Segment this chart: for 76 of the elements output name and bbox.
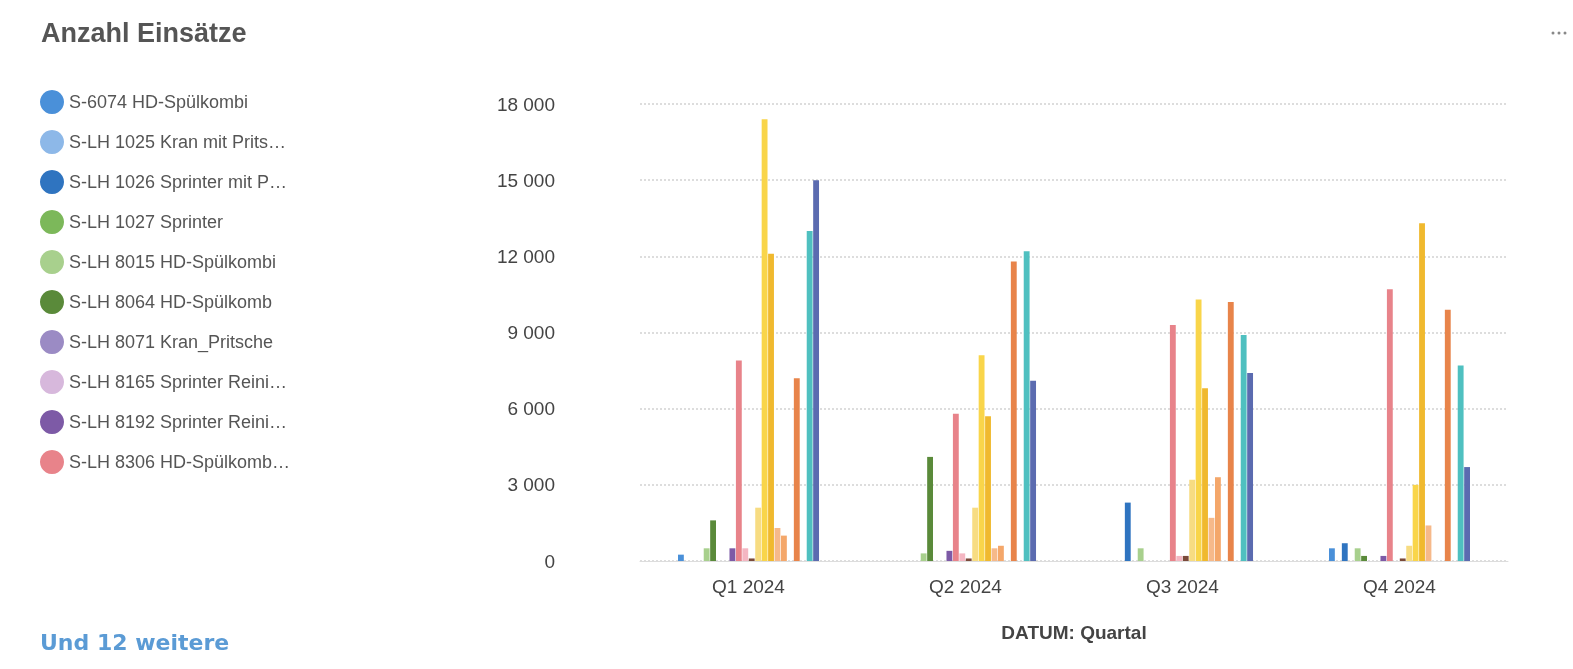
bar	[1227, 302, 1234, 561]
bar	[1195, 299, 1202, 561]
bar	[710, 520, 717, 561]
bar	[1240, 335, 1247, 561]
legend-label: S-LH 8071 Kran_Pritsche	[69, 332, 274, 353]
bar	[1176, 555, 1183, 561]
bar	[972, 507, 979, 561]
bar	[761, 119, 768, 561]
legend-label: S-6074 HD-Spülkombi	[69, 92, 249, 112]
bar	[1182, 555, 1189, 561]
bar	[677, 554, 684, 561]
y-tick-label: 6 000	[507, 398, 555, 420]
bar	[1361, 555, 1368, 561]
x-tick-label: Q1 2024	[712, 576, 786, 597]
bar	[1030, 380, 1037, 561]
bar	[1419, 223, 1425, 561]
text: Anzahl Einsätze	[41, 17, 247, 48]
legend-label: S-LH 8306 HD-Spülkomb…	[69, 452, 291, 472]
bar	[755, 507, 762, 561]
bar	[1380, 555, 1387, 561]
y-tick-label: 12 000	[496, 245, 555, 267]
bar	[978, 355, 985, 561]
y-tick-label: 3 000	[507, 474, 555, 496]
bar	[1341, 543, 1348, 561]
bar	[965, 558, 972, 561]
bar	[748, 558, 755, 561]
bar	[1444, 309, 1451, 561]
bar	[1189, 479, 1196, 561]
y-tick-label: 9 000	[507, 322, 555, 343]
bar	[813, 180, 820, 561]
bar	[1464, 467, 1471, 561]
legend-label: S-LH 1027 Sprinter	[69, 212, 224, 232]
legend-label: S-LH 8015 HD-Spülkombi	[69, 252, 277, 272]
bar	[1412, 484, 1419, 561]
bar	[927, 456, 934, 561]
legend-label: S-LH 8192 Sprinter Reini…	[69, 412, 288, 432]
bar	[1399, 558, 1406, 561]
bar	[1386, 289, 1393, 561]
x-tick-label: Q3 2024	[1146, 576, 1220, 597]
bar	[806, 230, 813, 561]
bar	[1214, 477, 1221, 561]
bar	[920, 553, 927, 561]
y-tick-label: 15 000	[496, 169, 555, 191]
bar	[1023, 251, 1030, 561]
legend-label: S-LH 1026 Sprinter mit P…	[69, 172, 288, 192]
bar	[703, 548, 710, 561]
bar	[985, 416, 991, 561]
x-axis-title: DATUM: Quartal	[1001, 622, 1147, 643]
bar	[997, 545, 1004, 561]
legend-label: S-LH 8165 Sprinter Reini…	[69, 372, 288, 392]
bar	[768, 253, 774, 561]
legend-label: S-LH 8064 HD-Spülkomb	[69, 292, 273, 312]
y-tick-label: 0	[544, 550, 555, 572]
bar	[1354, 548, 1361, 561]
bar	[1328, 548, 1335, 561]
bar	[1457, 365, 1464, 561]
bar	[959, 553, 966, 561]
bar	[735, 360, 742, 561]
bar	[1010, 261, 1017, 561]
y-tick-label: 18 000	[496, 93, 555, 115]
bar	[1169, 324, 1176, 561]
legend-label: S-LH 1025 Kran mit Prits…	[69, 132, 287, 152]
bar	[946, 550, 953, 561]
bar	[1247, 373, 1254, 561]
bar	[780, 535, 787, 561]
bar	[1202, 388, 1208, 561]
x-tick-label: Q4 2024	[1363, 576, 1437, 597]
bar	[1406, 545, 1413, 561]
bar	[1124, 502, 1131, 561]
x-tick-label: Q2 2024	[929, 576, 1003, 597]
text: Und 12 weitere	[40, 630, 230, 655]
bar	[1137, 548, 1144, 561]
bar	[952, 413, 959, 561]
bar	[742, 548, 749, 561]
bar	[793, 378, 800, 561]
bar	[729, 548, 736, 561]
